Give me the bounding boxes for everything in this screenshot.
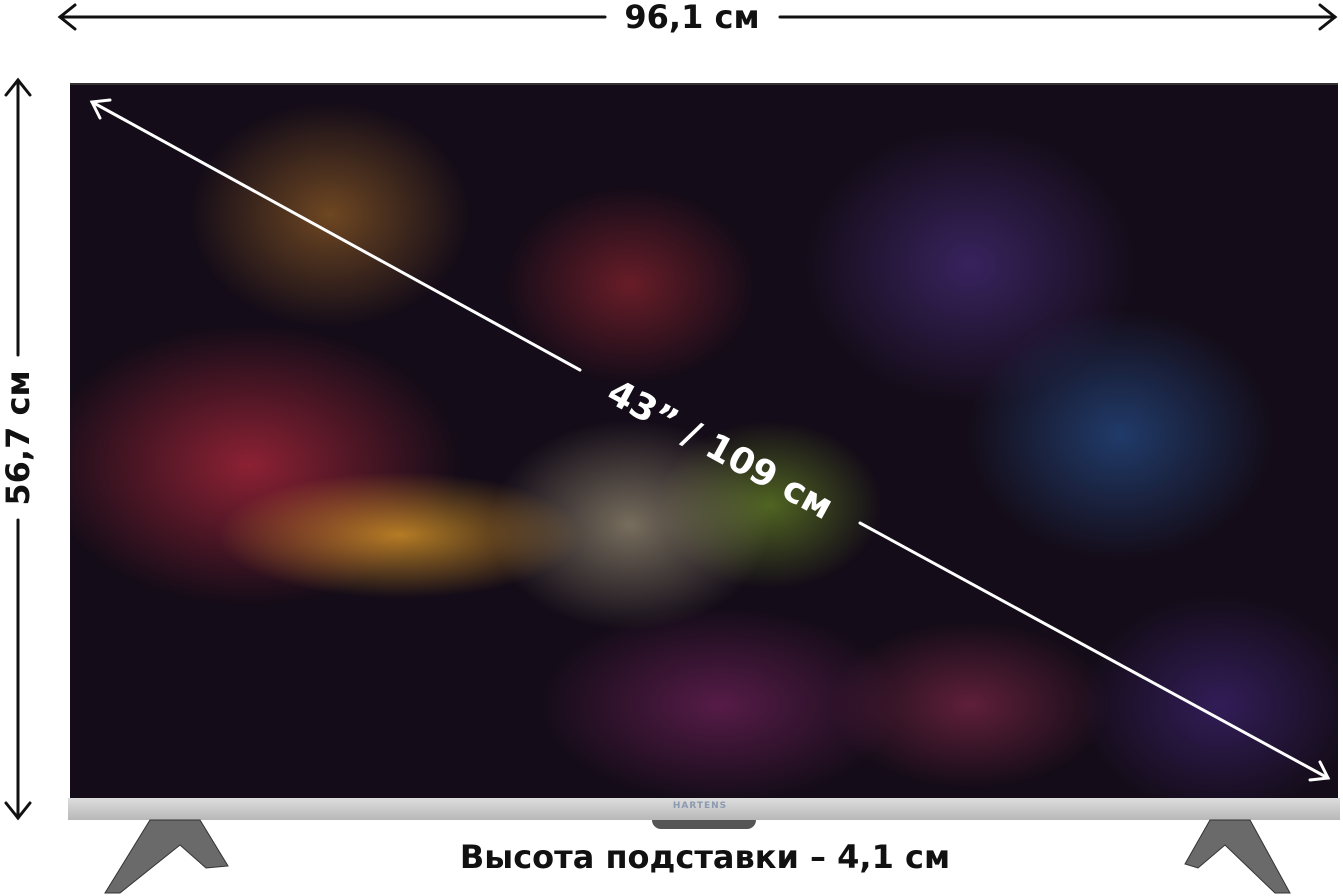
left-leg	[104, 819, 229, 894]
tv-center-base	[652, 820, 756, 829]
width-label: 96,1 см	[616, 0, 768, 36]
right-leg	[1184, 819, 1291, 894]
height-label: 56,7 см	[0, 362, 37, 514]
brand-logo: HARTENS	[672, 801, 728, 811]
stand-height-label: Высота подставки – 4,1 см	[459, 838, 951, 876]
tv-bottom-bezel	[68, 798, 1340, 820]
